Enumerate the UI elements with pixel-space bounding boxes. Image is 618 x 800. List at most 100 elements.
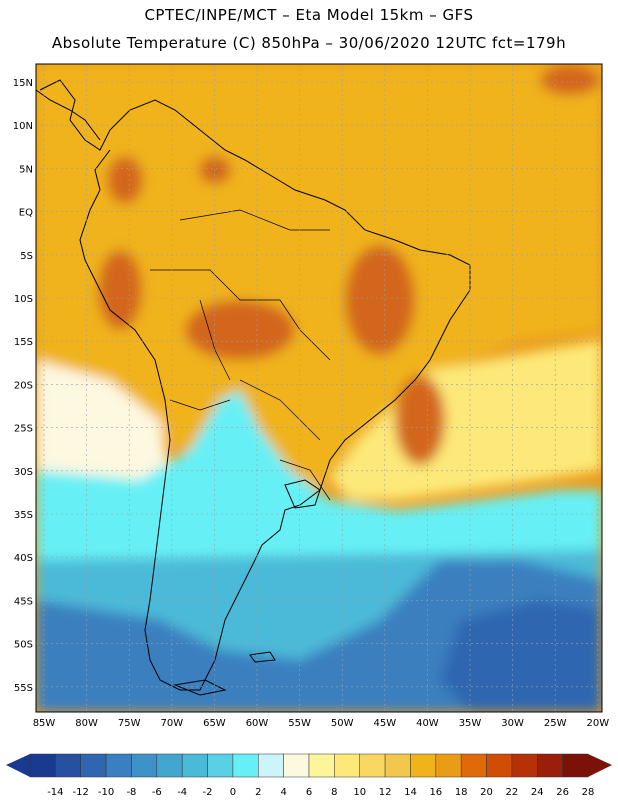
colorbar-cell — [308, 753, 335, 778]
longitude-label: 20W — [586, 718, 609, 729]
colorbar-label: 4 — [280, 787, 286, 798]
colorbar-cell — [384, 753, 411, 778]
colorbar-label: -14 — [47, 787, 63, 798]
field-hot-spot — [199, 156, 231, 184]
colorbar-cell — [359, 753, 386, 778]
colorbar-label: 26 — [556, 787, 569, 798]
field-warm-yellow — [330, 340, 602, 500]
latitude-label: 45S — [14, 596, 33, 607]
colorbar-cell — [537, 753, 563, 778]
colorbar-cell — [562, 753, 589, 778]
colorbar-cell — [181, 753, 208, 778]
field-warm-north — [36, 64, 602, 520]
latitude-label: 40S — [14, 553, 33, 564]
south-america-outline — [39, 79, 471, 691]
colorbar-cell — [511, 753, 538, 778]
longitude-label: 65W — [203, 718, 226, 729]
field-pale — [36, 360, 170, 490]
colorbar-cell — [460, 753, 487, 778]
colorbar-label: 24 — [531, 787, 544, 798]
colorbar-label: 2 — [255, 787, 261, 798]
latitude-label: 50S — [14, 640, 33, 651]
falkland-islands-outline — [249, 651, 276, 663]
longitude-label: 45W — [373, 718, 396, 729]
longitude-label: 50W — [331, 718, 354, 729]
longitude-label: 25W — [544, 718, 567, 729]
colorbar-cell — [410, 753, 437, 778]
longitude-label: 60W — [246, 718, 269, 729]
colorbar-label: 16 — [429, 787, 442, 798]
colorbar-label: -10 — [98, 787, 114, 798]
colorbar-label: 22 — [506, 787, 519, 798]
colorbar-label: 10 — [353, 787, 366, 798]
colorbar-cell — [207, 753, 234, 778]
longitude-label: 40W — [416, 718, 439, 729]
latitude-label: 25S — [14, 424, 33, 435]
longitude-label: 55W — [288, 718, 311, 729]
map-title-line2: Absolute Temperature (C) 850hPa – 30/06/… — [51, 34, 567, 52]
longitude-label: 75W — [118, 718, 141, 729]
colorbar-cell — [80, 753, 107, 778]
colorbar-high-arrow — [588, 754, 612, 777]
field-darkest-blue — [440, 600, 602, 712]
longitude-label: 70W — [160, 718, 183, 729]
country-borders — [150, 209, 331, 501]
coastlines — [35, 79, 471, 696]
colorbar-label: -2 — [203, 787, 213, 798]
colorbar-cell — [55, 753, 81, 778]
colorbar-label: -6 — [152, 787, 162, 798]
colorbar-cell — [435, 753, 462, 778]
colorbar-cell — [283, 753, 310, 778]
colorbar-cell — [29, 753, 56, 778]
colorbar-cell — [232, 753, 259, 778]
field-hot-spot — [98, 250, 142, 330]
field-hot-spot — [107, 156, 143, 204]
colorbar-labels: -14 -12 -10 -8 -6 -4 -2 0 2 4 6 8 10 12 14 16 18 20 22 24 26… — [47, 787, 594, 798]
colorbar-label: 12 — [379, 787, 392, 798]
latitude-label: 5S — [20, 251, 33, 262]
latitude-labels: 15N 10N 5N EQ 5S 10S 15S 20S 25S 30S 35S 40S 45S 50S 5… — [13, 78, 33, 694]
colorbar-cells — [29, 753, 589, 778]
uruguay-outline — [284, 479, 321, 509]
colorbar-low-arrow — [6, 754, 30, 777]
field-hot-spot — [395, 375, 445, 465]
colorbar-cell — [131, 753, 158, 778]
longitude-label: 85W — [33, 718, 56, 729]
longitude-label: 30W — [501, 718, 524, 729]
longitude-labels: 85W 80W 75W 70W 65W 60W 55W 50W 45W 40W 35W 30W 25W 2… — [33, 718, 610, 729]
colorbar-label: 0 — [230, 787, 236, 798]
colorbar-cell — [258, 753, 284, 778]
longitude-label: 35W — [459, 718, 482, 729]
colorbar-cell — [156, 753, 183, 778]
field-hot-spot — [540, 65, 600, 95]
colorbar-label: 20 — [480, 787, 493, 798]
colorbar-label: 6 — [306, 787, 312, 798]
map-frame — [35, 63, 603, 713]
colorbar-label: -4 — [177, 787, 187, 798]
graticule — [36, 64, 602, 712]
colorbar-cell — [105, 753, 132, 778]
central-america-outline — [35, 89, 101, 141]
latitude-label: 20S — [14, 380, 33, 391]
latitude-label: 10S — [14, 294, 33, 305]
longitude-label: 80W — [75, 718, 98, 729]
latitude-label: 15N — [13, 78, 33, 89]
colorbar-cell — [334, 753, 360, 778]
field-hot-spot — [345, 245, 415, 355]
colorbar-label: 8 — [331, 787, 337, 798]
map-title-line1: CPTEC/INPE/MCT – Eta Model 15km – GFS — [144, 6, 474, 24]
latitude-label: 55S — [14, 683, 33, 694]
tierra-del-fuego-outline — [173, 679, 227, 696]
latitude-label: 5N — [19, 164, 33, 175]
latitude-label: 10N — [13, 121, 33, 132]
latitude-label: 30S — [14, 467, 33, 478]
temperature-field — [36, 64, 602, 712]
field-hot-spot — [185, 300, 295, 360]
colorbar-label: 18 — [455, 787, 468, 798]
latitude-label: 35S — [14, 510, 33, 521]
latitude-label: 15S — [14, 337, 33, 348]
colorbar-label: 28 — [582, 787, 595, 798]
latitude-label: EQ — [19, 208, 33, 219]
